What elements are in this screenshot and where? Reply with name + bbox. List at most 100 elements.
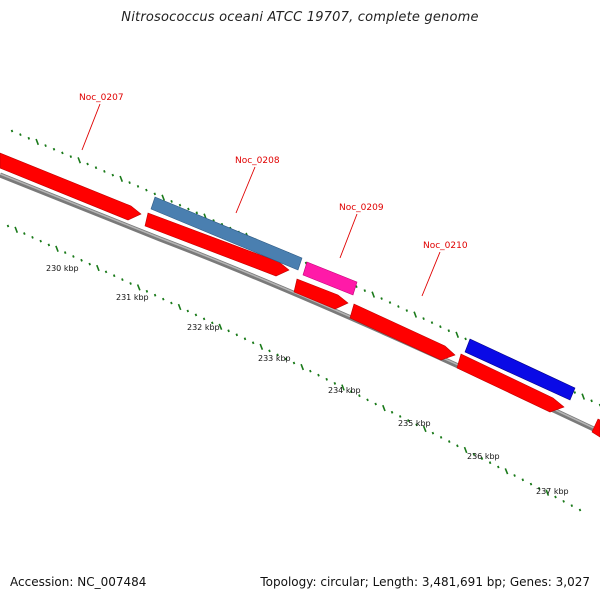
gene-feature-noc-0208-forward[interactable] xyxy=(144,212,290,277)
major-tick xyxy=(136,284,141,291)
gene-label[interactable]: Noc_0209 xyxy=(339,203,384,213)
gene-feature-blue-reverse[interactable] xyxy=(464,338,576,401)
gene-label[interactable]: Noc_0208 xyxy=(235,156,280,166)
minor-tick xyxy=(47,243,51,247)
minor-tick xyxy=(317,373,320,377)
map-title: Nitrosococcus oceani ATCC 19707, complet… xyxy=(121,10,479,25)
minor-tick xyxy=(153,293,157,297)
minor-tick xyxy=(72,255,75,258)
minor-tick xyxy=(63,251,67,255)
minor-tick xyxy=(170,301,173,305)
minor-tick xyxy=(480,457,484,460)
minor-tick xyxy=(497,465,500,469)
minor-tick xyxy=(358,394,361,398)
minor-tick xyxy=(325,377,328,381)
minor-tick xyxy=(562,499,565,503)
minor-tick xyxy=(333,381,337,385)
minor-tick xyxy=(80,258,83,262)
minor-tick xyxy=(44,144,47,148)
minor-tick xyxy=(415,423,418,427)
minor-tick xyxy=(145,188,148,192)
gene-feature-edge[interactable] xyxy=(591,418,600,438)
major-tick xyxy=(218,323,223,330)
minor-tick xyxy=(129,282,132,285)
minor-tick xyxy=(405,309,409,312)
minor-tick xyxy=(19,133,22,137)
minor-tick xyxy=(243,337,247,341)
genome-summary-text: Topology: circular; Length: 3,481,691 bp… xyxy=(260,575,590,589)
major-tick xyxy=(300,363,305,371)
minor-tick xyxy=(103,169,106,173)
gene-label-group: Noc_0207 Noc_0208 Noc_0209 Noc_0210 xyxy=(79,93,468,251)
scale-label: 234 kbp xyxy=(328,386,361,395)
minor-tick xyxy=(554,495,557,499)
minor-tick xyxy=(447,440,451,443)
minor-tick xyxy=(112,274,116,278)
minor-tick xyxy=(121,278,124,282)
scale-label-group: 230 kbp 231 kbp 232 kbp 233 kbp 234 kbp … xyxy=(46,264,569,496)
minor-tick xyxy=(211,321,214,325)
minor-tick xyxy=(292,361,296,365)
minor-tick xyxy=(268,349,271,353)
minor-tick xyxy=(573,391,577,394)
minor-tick xyxy=(439,435,443,439)
minor-tick xyxy=(390,410,394,414)
minor-tick xyxy=(513,474,516,477)
minor-tick xyxy=(178,203,182,207)
scale-label: 235 kbp xyxy=(398,419,431,428)
major-tick xyxy=(35,138,40,146)
minor-tick xyxy=(374,402,377,406)
minor-tick xyxy=(439,325,442,329)
minor-tick xyxy=(145,289,149,293)
minor-tick xyxy=(464,337,467,341)
gene-feature-noc-0207[interactable] xyxy=(0,152,142,221)
major-tick xyxy=(177,303,182,311)
minor-tick xyxy=(111,173,115,177)
minor-tick xyxy=(195,211,199,215)
gene-feature-noc-0211[interactable] xyxy=(456,353,565,413)
major-tick xyxy=(371,291,376,298)
minor-tick xyxy=(578,508,582,512)
scale-label: 236 kbp xyxy=(467,452,500,461)
major-tick xyxy=(341,384,345,391)
minor-tick xyxy=(398,415,402,418)
minor-tick xyxy=(186,309,190,313)
minor-tick xyxy=(276,353,279,357)
scale-label: 237 kbp xyxy=(536,487,569,496)
minor-tick xyxy=(187,207,190,211)
minor-tick xyxy=(52,147,56,151)
gene-feature-noc-0208-reverse[interactable] xyxy=(150,196,303,271)
gene-feature-noc-0209-reverse[interactable] xyxy=(302,261,358,296)
major-tick xyxy=(413,311,418,318)
minor-tick xyxy=(284,357,288,361)
gene-feature-noc-0209-forward[interactable] xyxy=(293,278,349,310)
minor-tick xyxy=(570,504,574,508)
minor-tick xyxy=(431,431,435,435)
minor-tick xyxy=(349,390,353,394)
minor-tick xyxy=(227,329,230,333)
scale-label: 230 kbp xyxy=(46,264,79,273)
minor-tick xyxy=(251,341,255,345)
minor-tick xyxy=(590,399,593,403)
label-pointers xyxy=(81,103,441,297)
major-tick xyxy=(463,446,468,454)
minor-tick xyxy=(407,419,410,423)
minor-tick xyxy=(6,224,10,228)
gene-label[interactable]: Noc_0207 xyxy=(79,93,124,103)
minor-tick xyxy=(397,305,400,308)
minor-tick xyxy=(422,317,425,321)
major-tick xyxy=(55,245,59,252)
minor-tick xyxy=(529,482,533,486)
gene-label[interactable]: Noc_0210 xyxy=(423,241,468,251)
major-tick xyxy=(77,157,82,164)
minor-tick xyxy=(456,444,459,448)
minor-tick xyxy=(194,313,198,317)
minor-tick xyxy=(355,285,358,289)
minor-tick xyxy=(136,184,140,188)
minor-tick xyxy=(488,461,492,465)
gene-feature-noc-0210[interactable] xyxy=(349,303,456,361)
minor-tick xyxy=(537,486,541,490)
scale-label: 232 kbp xyxy=(187,323,220,332)
minor-tick xyxy=(104,270,108,274)
